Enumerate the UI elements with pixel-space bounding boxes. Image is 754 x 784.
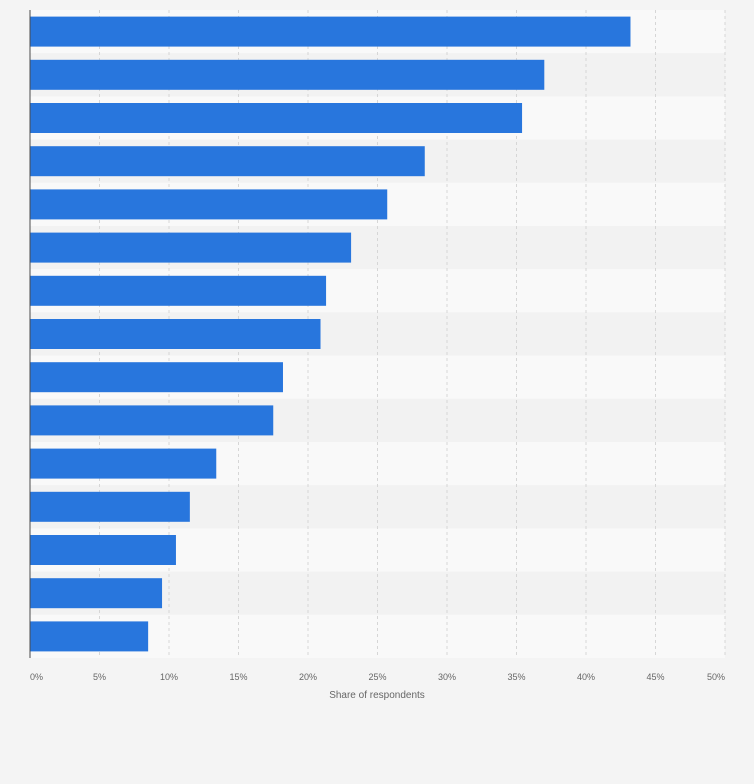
bar-series	[30, 16, 631, 652]
x-tick-label: 45%	[646, 672, 664, 682]
x-tick-label: 20%	[299, 672, 317, 682]
bar[interactable]	[30, 578, 163, 609]
x-tick-label: 10%	[160, 672, 178, 682]
bar[interactable]	[30, 621, 149, 652]
bar[interactable]	[30, 448, 217, 479]
bar[interactable]	[30, 103, 523, 133]
bar[interactable]	[30, 362, 283, 393]
bar[interactable]	[30, 275, 327, 306]
x-tick-label: 30%	[438, 672, 456, 682]
bar[interactable]	[30, 232, 352, 263]
bar[interactable]	[30, 146, 425, 177]
x-tick-label: 5%	[93, 672, 106, 682]
x-tick-label: 15%	[229, 672, 247, 682]
x-tick-label: 50%	[707, 672, 725, 682]
bar[interactable]	[30, 491, 190, 522]
bar[interactable]	[30, 535, 176, 565]
x-tick-label: 35%	[507, 672, 525, 682]
bar[interactable]	[30, 59, 545, 90]
x-tick-label: 40%	[577, 672, 595, 682]
x-tick-label: 0%	[30, 672, 43, 682]
bar[interactable]	[30, 16, 631, 47]
x-axis-title: Share of respondents	[329, 690, 425, 701]
x-tick-labels: 0% 5% 10% 15% 20% 25% 30% 35% 40% 45% 50%	[30, 672, 725, 682]
bar[interactable]	[30, 319, 321, 349]
x-tick-label: 25%	[368, 672, 386, 682]
bar[interactable]	[30, 405, 274, 436]
bar[interactable]	[30, 189, 388, 220]
